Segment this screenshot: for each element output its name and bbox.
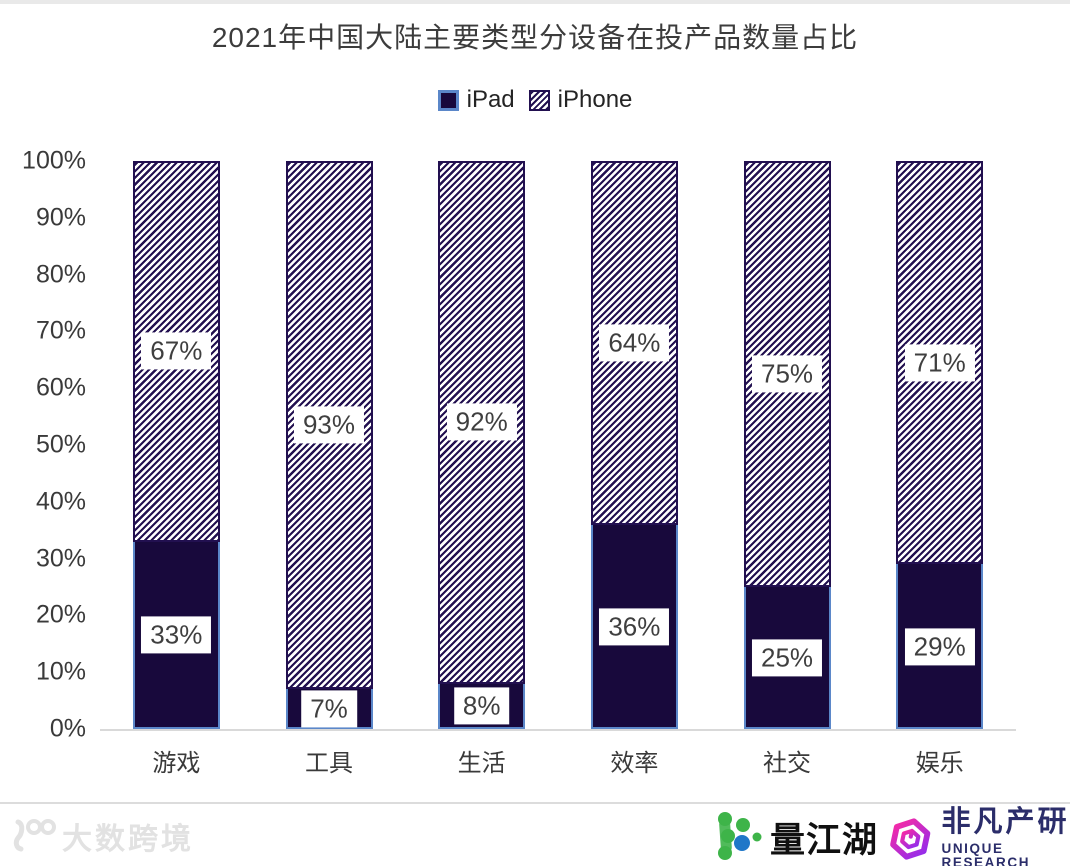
y-tick-label: 0% <box>49 714 86 743</box>
value-label-iphone: 92% <box>446 403 517 441</box>
unique-hexagon-icon <box>890 817 931 860</box>
plot-area: 67% 33% 93% 7% 92% 8% 64% 36% 75% 25% 71% 29% <box>100 161 1016 731</box>
bar-column: 92% 8% <box>405 161 558 729</box>
unique-research-subtitle: UNIQUE RESEARCH <box>941 841 1031 866</box>
value-label-ipad: 8% <box>453 687 510 725</box>
bar-column: 75% 25% <box>711 161 864 729</box>
value-label-iphone: 75% <box>751 355 823 393</box>
chart-title: 2021年中国大陆主要类型分设备在投产品数量占比 <box>211 22 859 53</box>
stacked-bar: 64% 36% <box>590 161 678 729</box>
watermark: 大数跨境 <box>10 814 194 858</box>
stacked-bar: 92% 8% <box>438 161 526 729</box>
stacked-bar: 75% 25% <box>743 161 831 729</box>
ipad-swatch-icon <box>437 89 459 111</box>
unique-research-logo: 非凡产研 UNIQUE RESEARCH <box>888 808 1070 866</box>
y-tick-label: 20% <box>35 600 86 629</box>
unique-research-name: 非凡产研 <box>941 806 1070 838</box>
x-category-label: 效率 <box>610 750 659 777</box>
unique-research-text: 非凡产研 UNIQUE RESEARCH <box>941 808 1070 866</box>
y-tick-label: 70% <box>35 316 86 345</box>
x-category-label: 社交 <box>763 750 812 777</box>
y-tick-label: 10% <box>35 657 86 686</box>
bar-column: 67% 33% <box>100 161 253 729</box>
value-label-iphone: 64% <box>599 324 670 362</box>
iphone-swatch-icon <box>528 89 550 111</box>
y-tick-label: 80% <box>35 260 86 289</box>
legend-label-ipad: iPad <box>466 86 515 113</box>
y-tick-label: 60% <box>35 373 86 402</box>
y-tick-label: 90% <box>35 203 86 232</box>
legend-item-iphone: iPhone <box>528 86 633 114</box>
bar-column: 71% 29% <box>863 161 1016 729</box>
value-label-ipad: 25% <box>751 639 823 677</box>
y-axis: 100% 90% 80% 70% 60% 50% 40% 30% 20% 10% 0% <box>0 147 86 743</box>
footer-divider <box>0 802 1070 804</box>
watermark-glasses-icon <box>13 819 56 852</box>
y-tick-label: 40% <box>35 487 86 516</box>
value-label-iphone: 93% <box>293 406 365 444</box>
x-category-label: 生活 <box>457 750 506 777</box>
value-label-ipad: 7% <box>301 690 357 728</box>
watermark-text: 大数跨境 <box>62 823 194 856</box>
lianghu-dots-icon <box>718 812 762 860</box>
lianghu-logo: 量江湖 <box>714 810 878 864</box>
bar-column: 64% 36% <box>558 161 711 729</box>
value-label-iphone: 71% <box>904 344 975 382</box>
stacked-bar: 67% 33% <box>132 161 220 729</box>
lianghu-logo-text: 量江湖 <box>770 820 879 860</box>
stacked-bar: 93% 7% <box>285 161 373 729</box>
legend: iPad iPhone <box>0 86 1070 114</box>
y-tick-label: 30% <box>35 544 86 573</box>
x-category-label: 工具 <box>305 750 353 777</box>
legend-item-ipad: iPad <box>437 86 515 114</box>
legend-label-iphone: iPhone <box>557 86 633 113</box>
x-category-label: 游戏 <box>152 750 201 777</box>
value-label-iphone: 67% <box>141 332 212 370</box>
bar-column: 93% 7% <box>253 161 406 729</box>
screenshot-top-strip <box>0 0 1070 4</box>
y-tick-label: 50% <box>35 430 86 459</box>
value-label-ipad: 36% <box>599 608 670 646</box>
stacked-bar: 71% 29% <box>896 161 984 729</box>
x-axis: 游戏 工具 生活 效率 社交 娱乐 <box>100 743 1016 778</box>
value-label-ipad: 29% <box>904 628 975 666</box>
value-label-ipad: 33% <box>141 616 212 654</box>
x-category-label: 娱乐 <box>915 750 964 777</box>
y-tick-label: 100% <box>22 146 86 175</box>
